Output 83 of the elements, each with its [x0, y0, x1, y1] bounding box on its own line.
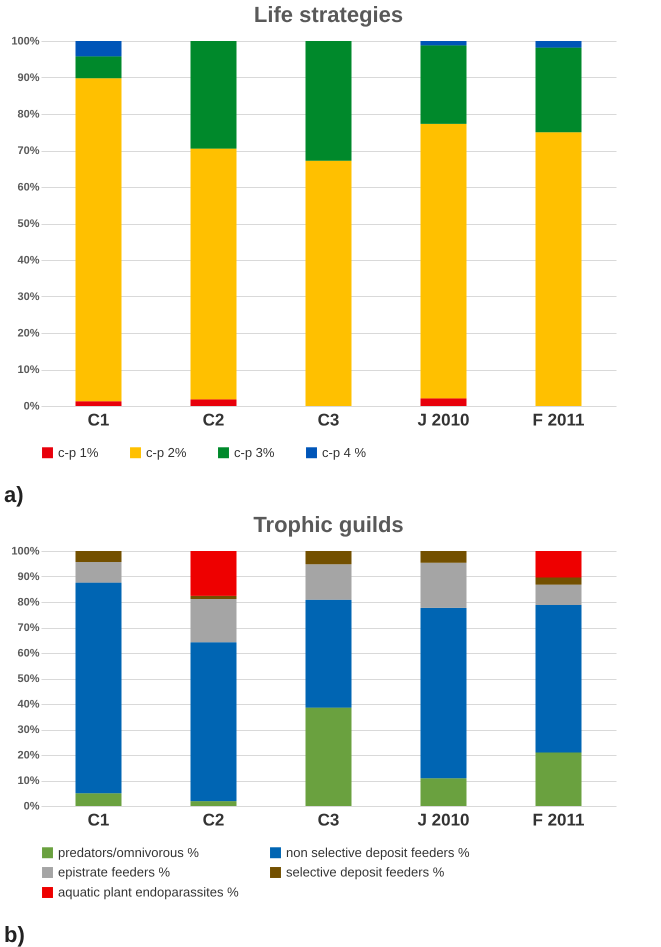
text: b)	[4, 922, 25, 947]
bar	[190, 399, 236, 406]
legend-label: c-p 1%	[58, 444, 99, 460]
chart-title: Life strategies	[254, 2, 404, 27]
bar	[420, 398, 466, 406]
bar	[190, 642, 236, 802]
bar	[306, 564, 352, 600]
legend-label: c-p 4 %	[322, 444, 367, 460]
x-tick-label: J 2010	[418, 810, 470, 830]
y-tick-label: 60%	[17, 648, 40, 660]
y-tick-label: 80%	[17, 108, 40, 120]
y-tick-label: 10%	[17, 775, 40, 787]
y-tick-label: 0%	[24, 800, 40, 812]
y-tick-label: 50%	[17, 673, 40, 685]
bar	[190, 551, 236, 596]
x-tick-label: C3	[318, 810, 340, 830]
legend-label: selective deposit feeders %	[286, 864, 445, 880]
x-tick-label: C2	[202, 810, 224, 830]
x-tick-label: F 2011	[532, 810, 584, 830]
bar	[76, 562, 122, 583]
bar	[420, 45, 466, 124]
x-tick-label: J 2010	[418, 410, 470, 430]
bar	[190, 801, 236, 806]
y-tick-label: 0%	[24, 400, 40, 412]
bar	[536, 584, 582, 606]
bar	[306, 41, 352, 161]
y-tick-label: 10%	[17, 364, 40, 376]
bar	[190, 596, 236, 599]
x-tick-label: F 2011	[532, 410, 584, 430]
y-tick-label: 40%	[17, 698, 40, 710]
bar	[420, 551, 466, 563]
y-tick-label: 20%	[17, 328, 40, 340]
y-tick-label: 80%	[17, 596, 40, 608]
x-tick-label: C1	[88, 410, 110, 430]
bar	[76, 582, 122, 794]
y-tick-label: 30%	[17, 291, 40, 303]
y-tick-label: 20%	[17, 750, 40, 762]
bar	[76, 793, 122, 806]
y-tick-label: 40%	[17, 254, 40, 266]
y-tick-label: 90%	[17, 72, 40, 84]
bar	[536, 578, 582, 585]
bar	[536, 551, 582, 578]
bar	[76, 41, 122, 56]
y-tick-label: 30%	[17, 724, 40, 736]
bar	[190, 148, 236, 400]
bar	[76, 56, 122, 78]
bar	[536, 752, 582, 806]
bar	[306, 600, 352, 708]
bar	[76, 78, 122, 402]
legend-label: aquatic plant endoparassites %	[58, 884, 240, 900]
y-tick-label: 70%	[17, 622, 40, 634]
legend-label: c-p 2%	[146, 444, 187, 460]
y-tick-label: 60%	[17, 182, 40, 194]
chart-title: Trophic guilds	[253, 512, 404, 537]
y-tick-label: 50%	[17, 218, 40, 230]
bar	[536, 605, 582, 752]
text: a)	[4, 482, 24, 508]
bar	[76, 551, 122, 562]
bar	[76, 401, 122, 406]
y-tick-label: 70%	[17, 145, 40, 157]
y-tick-label: 90%	[17, 571, 40, 583]
bar	[306, 708, 352, 806]
x-tick-label: C2	[202, 410, 224, 430]
y-tick-label: 100%	[11, 36, 40, 48]
bar	[420, 778, 466, 806]
bar	[420, 562, 466, 608]
bar	[420, 608, 466, 778]
bar	[536, 41, 582, 48]
bar	[190, 598, 236, 642]
x-tick-label: C1	[88, 810, 110, 830]
legend-label: c-p 3%	[234, 444, 275, 460]
legend-label: non selective deposit feeders %	[286, 844, 470, 860]
legend-label: epistrate feeders %	[58, 864, 170, 880]
bar	[190, 41, 236, 149]
legend-label: predators/omnivorous %	[58, 844, 200, 860]
bar	[536, 48, 582, 132]
x-tick-label: C3	[318, 410, 340, 430]
bar	[306, 551, 352, 564]
bar	[536, 132, 582, 406]
y-tick-label: 100%	[11, 546, 40, 558]
bar	[420, 124, 466, 398]
bar	[306, 160, 352, 406]
bar	[420, 41, 466, 46]
